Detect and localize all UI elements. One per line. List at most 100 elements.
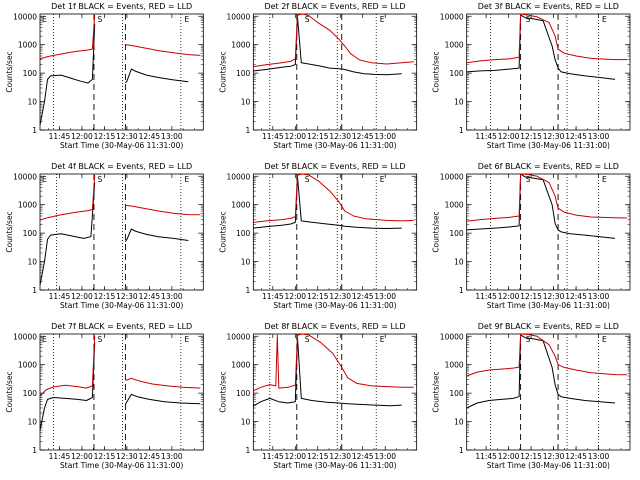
events-series-line [124,228,189,242]
x-tick-label: 12:00 [498,132,520,141]
x-axis-label: Start Time (30-May-06 11:31:00) [487,141,610,150]
x-tick-label: 12:15 [307,452,329,461]
chart-panel-7: Det 7f BLACK = Events, RED = LLD 1 10 100 10… [5,322,204,470]
x-tick-label: 12:45 [565,292,587,301]
plot-frame [466,173,631,291]
interval-marker-label: S [526,175,531,184]
y-tick-label: 1 [32,286,37,295]
y-tick-label: 1000 [231,201,250,210]
y-tick-label: 1 [459,286,464,295]
events-series-line [253,337,402,407]
x-tick-label: 12:00 [284,132,306,141]
lld-series-line [253,174,414,223]
x-tick-label: 12:45 [139,452,161,461]
x-tick-label: 11:45 [262,132,284,141]
x-tick-label: 11:45 [49,452,71,461]
interval-marker-label: E [42,335,47,344]
y-tick-label: 100 [449,389,464,398]
y-axis-label: Counts/sec [218,51,227,92]
x-tick-label: 12:45 [565,452,587,461]
interval-marker-label: S [526,335,531,344]
events-series-line [466,174,616,239]
y-tick-label: 10000 [440,12,464,21]
x-tick-label: 12:00 [71,292,93,301]
interval-marker-label: S [97,175,102,184]
y-tick-label: 10000 [13,332,37,341]
events-series-line [466,334,616,409]
y-tick-label: 1 [32,126,37,135]
x-tick-label: 12:15 [307,292,329,301]
interval-marker-label: S [526,15,531,24]
chart-panel-8: Det 8f BLACK = Events, RED = LLD 1 10 100 10… [218,322,418,470]
x-tick-label: 12:45 [139,132,161,141]
interval-marker-label: E [184,175,189,184]
interval-marker-label: S [97,15,102,24]
x-tick-label: 12:30 [116,452,138,461]
x-tick-label: 11:45 [262,452,284,461]
x-axis-label: Start Time (30-May-06 11:31:00) [60,461,183,470]
interval-marker-label: S [305,15,310,24]
x-tick-label: 12:45 [352,132,374,141]
chart-title: Det 2f BLACK = Events, RED = LLD [264,2,405,11]
y-tick-label: 100 [236,69,251,78]
x-tick-label: 12:00 [284,292,306,301]
series-group [466,174,628,239]
y-tick-label: 100 [449,69,464,78]
y-tick-label: 10000 [226,332,250,341]
plot-frame [252,333,418,451]
y-tick-label: 1000 [18,361,37,370]
y-tick-label: 10 [241,258,251,267]
interval-marker-label: E [184,335,189,344]
plot-frame [39,13,204,131]
interval-marker-label: E [380,335,385,344]
x-axis-label: Start Time (30-May-06 11:31:00) [60,141,183,150]
lld-series-line [253,334,414,392]
series-group [253,14,414,76]
events-series-line [40,182,96,286]
chart-title: Det 5f BLACK = Events, RED = LLD [264,162,405,171]
plot-frame [466,13,631,131]
x-tick-label: 12:45 [565,132,587,141]
x-tick-label: 11:45 [475,452,497,461]
y-tick-label: 10 [27,258,37,267]
plot-frame [466,333,631,451]
chart-panel-9: Det 9f BLACK = Events, RED = LLD 1 10 100 10… [432,322,631,470]
chart-panel-2: Det 2f BLACK = Events, RED = LLD 1 10 100 10… [218,2,418,150]
y-axis-label: Counts/sec [432,371,441,412]
x-tick-label: 12:15 [94,452,116,461]
y-tick-label: 1 [459,446,464,455]
y-tick-label: 10000 [440,332,464,341]
x-axis-label: Start Time (30-May-06 11:31:00) [487,461,610,470]
y-tick-label: 1 [246,126,251,135]
series-group [40,15,201,126]
x-tick-label: 12:15 [94,292,116,301]
x-tick-label: 13:00 [588,452,610,461]
y-tick-label: 1000 [18,201,37,210]
chart-title: Det 6f BLACK = Events, RED = LLD [478,162,619,171]
chart-title: Det 7f BLACK = Events, RED = LLD [51,322,192,331]
y-tick-label: 100 [236,389,251,398]
chart-panel-5: Det 5f BLACK = Events, RED = LLD 1 10 100 10… [218,162,418,310]
series-group [40,335,201,431]
y-tick-label: 10000 [13,12,37,21]
series-group [253,334,414,407]
x-axis-label: Start Time (30-May-06 11:31:00) [273,301,396,310]
x-tick-label: 12:00 [498,292,520,301]
interval-marker-label: S [305,175,310,184]
y-tick-label: 100 [23,389,38,398]
chart-title: Det 1f BLACK = Events, RED = LLD [51,2,192,11]
x-tick-label: 12:15 [520,292,542,301]
lld-series-line [40,15,96,60]
y-tick-label: 10000 [13,172,37,181]
plot-frame [252,13,418,131]
series-group [466,14,627,80]
series-group [253,174,414,229]
plot-frame [39,333,204,451]
x-tick-label: 12:30 [543,292,565,301]
y-tick-label: 1 [32,446,37,455]
x-tick-label: 12:30 [329,292,351,301]
interval-marker-label: S [305,335,310,344]
interval-marker-label: E [602,15,607,24]
x-tick-label: 12:30 [116,132,138,141]
